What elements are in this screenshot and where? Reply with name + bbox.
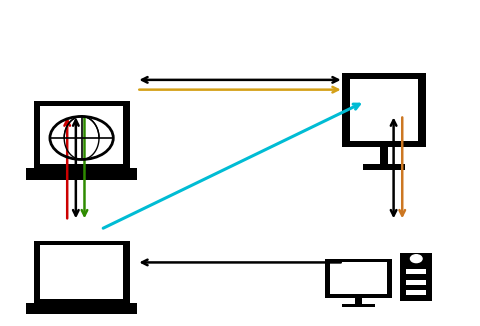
FancyArrowPatch shape (142, 259, 341, 265)
Circle shape (410, 255, 422, 263)
Bar (26, 303, 137, 314)
FancyArrowPatch shape (391, 120, 396, 215)
Bar (363, 164, 405, 170)
FancyArrowPatch shape (82, 117, 87, 215)
Bar (325, 259, 392, 298)
Bar (342, 73, 426, 147)
Bar (349, 79, 419, 141)
Bar (342, 304, 375, 307)
FancyArrowPatch shape (64, 120, 70, 218)
Bar (26, 168, 137, 180)
Bar (380, 147, 388, 164)
FancyArrowPatch shape (139, 87, 338, 93)
Bar (406, 269, 426, 274)
Bar (400, 253, 432, 301)
Bar (40, 106, 123, 164)
Bar (406, 280, 426, 285)
Bar (330, 262, 387, 294)
FancyArrowPatch shape (73, 120, 79, 215)
Bar (34, 101, 130, 168)
FancyArrowPatch shape (399, 117, 405, 215)
FancyArrowPatch shape (142, 77, 338, 83)
Bar (34, 241, 130, 303)
Bar (406, 290, 426, 295)
FancyArrowPatch shape (103, 104, 360, 228)
Bar (40, 245, 123, 299)
Bar (355, 298, 362, 304)
